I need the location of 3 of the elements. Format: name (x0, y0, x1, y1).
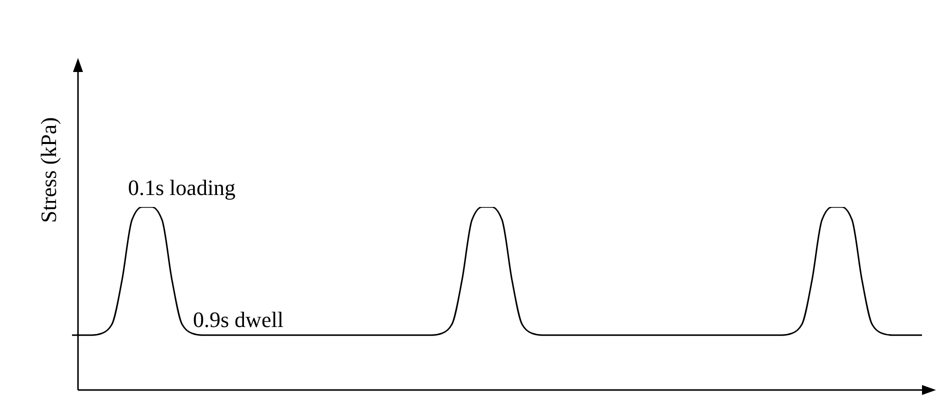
y-axis-title: Stress (kPa) (36, 117, 61, 223)
annotation: 0.9s dwell (193, 307, 284, 333)
text: 0.1s loading (128, 175, 236, 201)
